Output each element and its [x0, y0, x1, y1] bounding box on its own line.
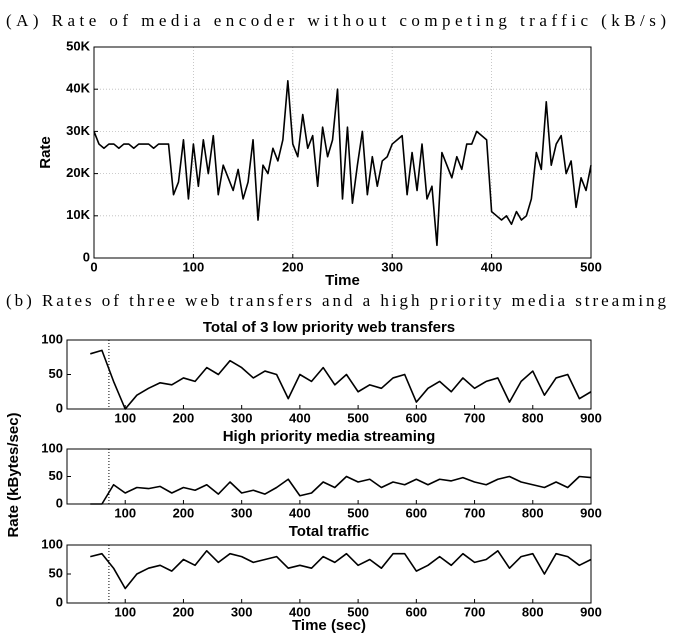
x-tick-label: 100 [114, 604, 136, 619]
x-tick-label: 200 [173, 505, 195, 520]
y-tick-label: 50 [49, 366, 63, 381]
chart-title: Total of 3 low priority web transfers [203, 319, 455, 336]
x-tick-label: 400 [289, 410, 311, 425]
caption-b: (b) Rates of three web transfers and a h… [6, 291, 666, 310]
chart-title: High priority media streaming [223, 428, 436, 445]
y-tick-label: 100 [41, 440, 63, 455]
y-tick-label: 0 [56, 594, 63, 609]
x-tick-label: 600 [405, 410, 427, 425]
x-tick-label: 300 [231, 505, 253, 520]
x-tick-label: 400 [289, 505, 311, 520]
y-tick-label: 50 [49, 565, 63, 580]
y-tick-label: 0 [56, 495, 63, 510]
chart-title: Total traffic [289, 523, 370, 540]
plot-frame [66, 448, 592, 505]
plot-frame [66, 339, 592, 410]
y-tick-label: 0 [83, 249, 90, 264]
y-tick-label: 10K [66, 207, 90, 222]
x-tick-label: 500 [580, 259, 602, 274]
data-line [90, 349, 592, 410]
x-tick-label: 200 [173, 410, 195, 425]
y-tick-label: 20K [66, 165, 90, 180]
x-tick-label: 100 [114, 410, 136, 425]
x-tick-label: 800 [522, 505, 544, 520]
y-tick-label: 100 [41, 331, 63, 346]
x-tick-label: 500 [347, 604, 369, 619]
x-tick-label: 500 [347, 505, 369, 520]
x-tick-label: 400 [289, 604, 311, 619]
x-tick-label: 700 [464, 505, 486, 520]
y-tick-label: 100 [41, 536, 63, 551]
x-tick-label: 200 [173, 604, 195, 619]
y-tick-label: 0 [56, 400, 63, 415]
x-tick-label: 900 [580, 410, 602, 425]
plot-frame [93, 46, 592, 259]
x-tick-label: 800 [522, 410, 544, 425]
y-tick-label: 30K [66, 123, 90, 138]
x-tick-label: 900 [580, 604, 602, 619]
x-tick-label: 800 [522, 604, 544, 619]
data-line [90, 550, 592, 590]
y-tick-label: 40K [66, 81, 90, 96]
x-tick-label: 900 [580, 505, 602, 520]
y-axis-label: Rate (kBytes/sec) [5, 412, 22, 537]
y-tick-label: 50 [49, 468, 63, 483]
x-tick-label: 700 [464, 410, 486, 425]
x-tick-label: 600 [405, 604, 427, 619]
data-line [93, 79, 592, 247]
x-tick-label: 400 [481, 259, 503, 274]
x-tick-label: 700 [464, 604, 486, 619]
plot-frame [66, 544, 592, 604]
x-tick-label: 200 [282, 259, 304, 274]
x-tick-label: 300 [381, 259, 403, 274]
data-line [90, 475, 592, 505]
y-axis-label: Rate [37, 136, 54, 169]
x-axis-label: Time (sec) [292, 617, 366, 634]
x-tick-label: 300 [231, 604, 253, 619]
x-tick-label: 100 [114, 505, 136, 520]
y-tick-label: 50K [66, 38, 90, 53]
x-tick-label: 300 [231, 410, 253, 425]
x-tick-label: 600 [405, 505, 427, 520]
x-axis-label: Time [325, 272, 360, 289]
caption-a: (A) Rate of media encoder without compet… [6, 11, 666, 30]
x-tick-label: 100 [183, 259, 205, 274]
x-tick-label: 0 [90, 259, 97, 274]
x-tick-label: 500 [347, 410, 369, 425]
